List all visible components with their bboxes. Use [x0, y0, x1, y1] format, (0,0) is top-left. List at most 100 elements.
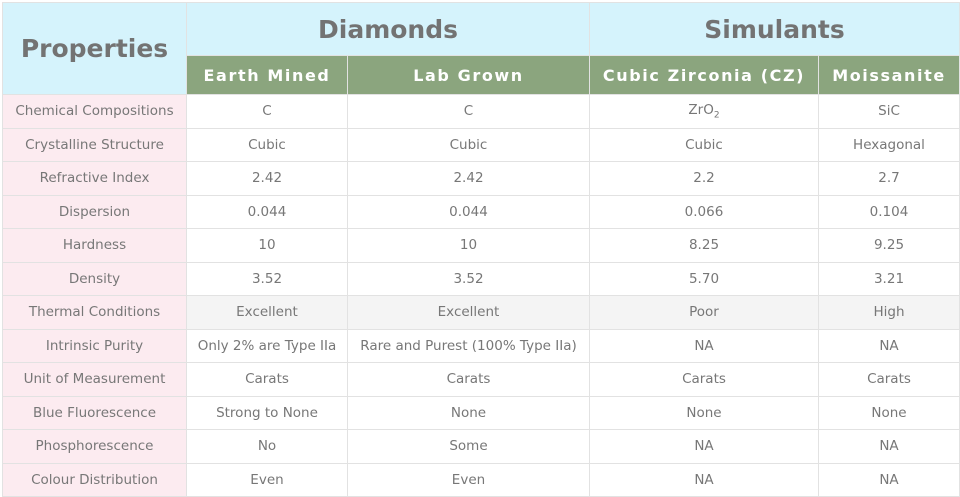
value-text: None	[686, 404, 722, 421]
property-cell: Density	[2, 261, 187, 296]
value-cell: High	[818, 295, 960, 330]
value-cell: Poor	[589, 295, 819, 330]
table-row: Crystalline Structure Cubic Cubic Cubic Hexa…	[2, 127, 960, 162]
property-cell: Crystalline Structure	[2, 127, 187, 162]
value-text: 10	[459, 237, 478, 254]
table-row: Intrinsic Purity Only 2% are Type IIa Rare…	[2, 328, 960, 363]
table-row: Hardness 10 10 8.25 9.25	[2, 228, 960, 263]
column-header-lab-grown: Lab Grown	[347, 55, 590, 95]
value-text: Excellent	[437, 304, 500, 321]
value-text: 10	[258, 237, 276, 254]
value-cell: Even	[186, 462, 348, 497]
value-cell: 10	[186, 228, 348, 263]
value-cell: None	[347, 395, 590, 430]
group-header-simulants: Simulants	[589, 2, 960, 56]
value-text: 2.2	[693, 170, 715, 187]
value-cell: Cubic	[347, 127, 590, 162]
value-text: 0.044	[247, 203, 287, 220]
table-row: Blue Fluorescence Strong to None None None N…	[2, 395, 960, 430]
value-cell: 2.42	[347, 161, 590, 196]
value-cell: NA	[818, 462, 960, 497]
subscript: 2	[713, 110, 720, 121]
value-cell: Carats	[589, 362, 819, 397]
value-cell: No	[186, 429, 348, 464]
value-text: High	[873, 304, 905, 321]
value-cell: 2.2	[589, 161, 819, 196]
value-cell: NA	[818, 328, 960, 363]
property-cell: Phosphorescence	[2, 429, 187, 464]
value-text: Only 2% are Type IIa	[197, 337, 337, 354]
table-row: Density 3.52 3.52 5.70 3.21	[2, 261, 960, 296]
property-cell: Chemical Compositions	[2, 94, 187, 129]
table-row: Chemical Compositions C C ZrO2 SiC	[2, 94, 960, 129]
value-text: 2.7	[878, 170, 900, 187]
value-cell: 2.7	[818, 161, 960, 196]
value-text: C	[262, 103, 272, 120]
value-text: None	[450, 404, 487, 421]
value-cell: Excellent	[186, 295, 348, 330]
value-text: NA	[694, 471, 714, 488]
property-cell: Refractive Index	[2, 161, 187, 196]
value-text: NA	[879, 438, 899, 455]
value-text: 3.52	[453, 270, 484, 287]
value-text: Carats	[446, 371, 491, 388]
value-cell: 5.70	[589, 261, 819, 296]
value-text: Even	[250, 471, 284, 488]
value-cell: 9.25	[818, 228, 960, 263]
value-cell: None	[818, 395, 960, 430]
value-cell: NA	[589, 328, 819, 363]
value-cell: 0.044	[347, 194, 590, 229]
value-text: Cubic	[248, 136, 286, 153]
value-text: 0.066	[684, 203, 724, 220]
column-header-earth-mined: Earth Mined	[186, 55, 348, 95]
value-text: SiC	[878, 103, 900, 120]
value-cell: C	[347, 94, 590, 129]
value-text: ZrO	[688, 101, 714, 118]
value-text: Rare and Purest (100% Type IIa)	[360, 337, 577, 354]
value-cell: C	[186, 94, 348, 129]
table-row: Colour Distribution Even Even NA NA	[2, 462, 960, 497]
value-text: No	[257, 438, 277, 455]
table-body: Chemical Compositions C C ZrO2 SiC Crystallin…	[2, 94, 960, 497]
value-text: NA	[879, 337, 899, 354]
value-text: 9.25	[873, 237, 905, 254]
value-cell: 0.104	[818, 194, 960, 229]
column-header-cubic-zirconia: Cubic Zirconia (CZ)	[589, 55, 819, 95]
value-cell: 3.52	[186, 261, 348, 296]
value-cell: 10	[347, 228, 590, 263]
value-text: Even	[451, 471, 486, 488]
value-text: 2.42	[453, 170, 484, 187]
value-cell: Hexagonal	[818, 127, 960, 162]
value-text: Strong to None	[216, 404, 318, 421]
value-text: Carats	[867, 371, 911, 388]
property-cell: Intrinsic Purity	[2, 328, 187, 363]
value-text: 0.044	[449, 203, 488, 220]
value-text: Some	[449, 438, 488, 455]
value-text: Cubic	[685, 136, 723, 153]
value-text: NA	[694, 337, 714, 354]
value-cell: Some	[347, 429, 590, 464]
value-cell: SiC	[818, 94, 960, 129]
value-cell: 0.066	[589, 194, 819, 229]
value-text: NA	[694, 438, 714, 455]
value-text: NA	[879, 471, 899, 488]
properties-header: Properties	[2, 2, 187, 95]
value-cell: 2.42	[186, 161, 348, 196]
value-cell: NA	[589, 429, 819, 464]
table-row: Phosphorescence No Some NA NA	[2, 429, 960, 464]
value-text: 8.25	[688, 237, 720, 254]
value-cell: 8.25	[589, 228, 819, 263]
column-header-moissanite: Moissanite	[818, 55, 960, 95]
value-text: Excellent	[236, 304, 298, 321]
value-cell: Carats	[186, 362, 348, 397]
value-cell: Carats	[347, 362, 590, 397]
value-text: 0.104	[869, 203, 909, 220]
property-cell: Unit of Measurement	[2, 362, 187, 397]
value-cell: 3.21	[818, 261, 960, 296]
value-cell: 3.52	[347, 261, 590, 296]
value-cell: Even	[347, 462, 590, 497]
value-cell: ZrO2	[589, 94, 819, 129]
value-text: Cubic	[449, 136, 488, 153]
table-row: Unit of Measurement Carats Carats Carats Car…	[2, 362, 960, 397]
